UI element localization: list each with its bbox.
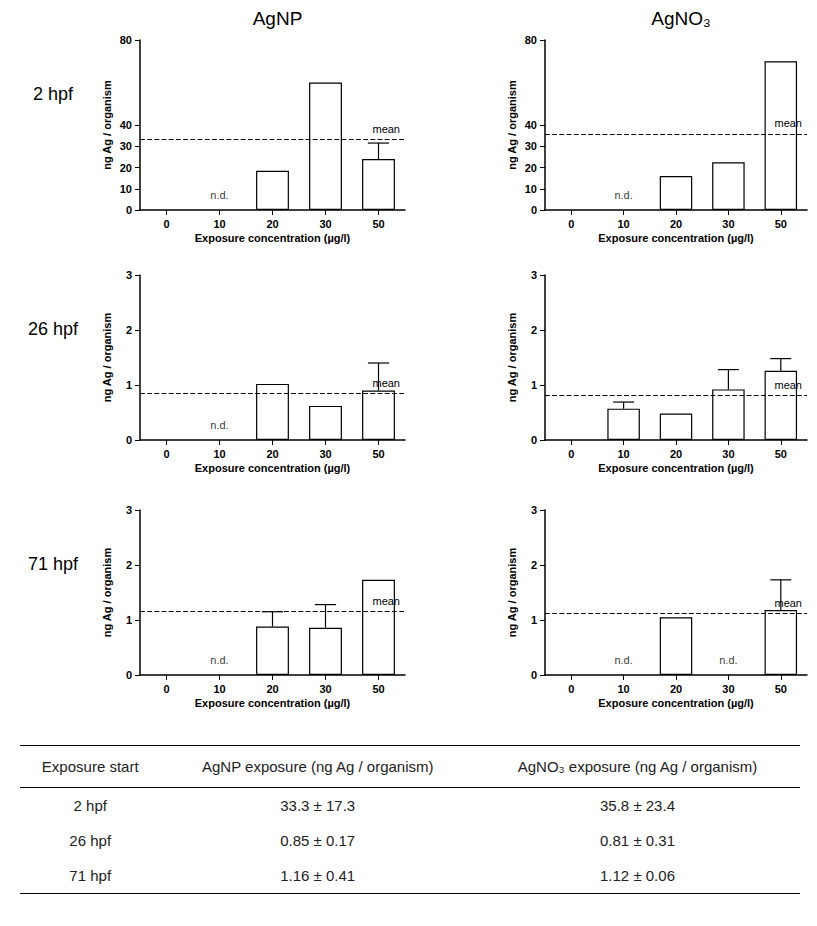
svg-text:Exposure concentration (µg/l): Exposure concentration (µg/l) — [598, 232, 754, 244]
svg-text:n.d.: n.d. — [614, 189, 632, 201]
html-text:1.16 ± 0.41: 1.16 ± 0.41 — [280, 867, 356, 884]
svg-text:30: 30 — [722, 448, 734, 460]
svg-text:10: 10 — [213, 218, 225, 230]
svg-text:mean: mean — [774, 117, 802, 129]
svg-text:30: 30 — [120, 140, 132, 152]
html-text:71 hpf: 71 hpf — [69, 867, 112, 884]
svg-text:ng Ag / organism: ng Ag / organism — [101, 548, 113, 638]
svg-text:mean: mean — [372, 123, 400, 135]
svg-text:Exposure concentration (µg/l): Exposure concentration (µg/l) — [195, 697, 351, 709]
svg-text:ng Ag / organism: ng Ag / organism — [506, 313, 518, 403]
svg-text:0: 0 — [568, 448, 574, 460]
svg-text:1: 1 — [531, 379, 537, 391]
svg-text:n.d.: n.d. — [719, 654, 737, 666]
svg-text:0: 0 — [126, 434, 132, 446]
svg-text:mean: mean — [372, 377, 400, 389]
svg-text:50: 50 — [372, 218, 384, 230]
svg-text:n.d.: n.d. — [614, 654, 632, 666]
svg-text:1: 1 — [126, 379, 132, 391]
svg-text:20: 20 — [266, 448, 278, 460]
svg-text:20: 20 — [266, 218, 278, 230]
html-text:2 hpf: 2 hpf — [73, 797, 107, 814]
svg-text:Exposure concentration (µg/l): Exposure concentration (µg/l) — [598, 462, 754, 474]
svg-text:ng Ag / organism: ng Ag / organism — [101, 313, 113, 403]
svg-text:10: 10 — [213, 683, 225, 695]
svg-text:50: 50 — [775, 218, 787, 230]
svg-text:n.d.: n.d. — [210, 654, 228, 666]
html-text:35.8 ± 23.4: 35.8 ± 23.4 — [600, 797, 675, 814]
svg-text:mean: mean — [372, 595, 400, 607]
svg-text:80: 80 — [525, 34, 537, 46]
svg-text:30: 30 — [722, 683, 734, 695]
svg-text:30: 30 — [319, 448, 331, 460]
svg-text:20: 20 — [670, 218, 682, 230]
svg-text:0: 0 — [163, 448, 169, 460]
svg-text:20: 20 — [525, 162, 537, 174]
html-text:AgNO₃ exposure (ng Ag / organi: AgNO₃ exposure (ng Ag / organism) — [517, 758, 758, 775]
svg-text:0: 0 — [126, 204, 132, 216]
svg-text:mean: mean — [774, 379, 802, 391]
svg-text:3: 3 — [126, 504, 132, 516]
svg-text:2: 2 — [531, 324, 537, 336]
svg-text:2: 2 — [126, 559, 132, 571]
svg-text:50: 50 — [372, 448, 384, 460]
svg-text:0: 0 — [568, 683, 574, 695]
svg-text:1: 1 — [126, 614, 132, 626]
svg-text:0: 0 — [163, 683, 169, 695]
svg-text:10: 10 — [120, 183, 132, 195]
svg-text:10: 10 — [213, 448, 225, 460]
html-text:0.81 ± 0.31: 0.81 ± 0.31 — [600, 832, 675, 849]
svg-text:26 hpf: 26 hpf — [28, 319, 79, 339]
svg-text:20: 20 — [266, 683, 278, 695]
svg-text:n.d.: n.d. — [210, 189, 228, 201]
html-text:33.3 ± 17.3: 33.3 ± 17.3 — [280, 797, 356, 814]
svg-text:ng Ag / organism: ng Ag / organism — [506, 548, 518, 638]
svg-text:30: 30 — [319, 683, 331, 695]
svg-text:n.d.: n.d. — [210, 419, 228, 431]
svg-text:10: 10 — [525, 183, 537, 195]
svg-text:50: 50 — [775, 448, 787, 460]
svg-text:0: 0 — [531, 669, 537, 681]
html-text:0.85 ± 0.17: 0.85 ± 0.17 — [280, 832, 356, 849]
svg-text:3: 3 — [531, 269, 537, 281]
html-text:1.12 ± 0.06: 1.12 ± 0.06 — [600, 867, 675, 884]
svg-text:40: 40 — [525, 119, 537, 131]
svg-text:0: 0 — [531, 434, 537, 446]
svg-text:10: 10 — [617, 683, 629, 695]
svg-text:AgNO₃: AgNO₃ — [651, 8, 710, 29]
html-text:26 hpf: 26 hpf — [69, 832, 112, 849]
svg-text:Exposure concentration (µg/l): Exposure concentration (µg/l) — [195, 232, 351, 244]
svg-text:2: 2 — [531, 559, 537, 571]
svg-text:10: 10 — [617, 218, 629, 230]
svg-text:30: 30 — [525, 140, 537, 152]
svg-text:2 hpf: 2 hpf — [33, 84, 74, 104]
svg-text:1: 1 — [531, 614, 537, 626]
svg-text:2: 2 — [126, 324, 132, 336]
svg-text:3: 3 — [531, 504, 537, 516]
svg-text:Exposure concentration (µg/l): Exposure concentration (µg/l) — [598, 697, 754, 709]
svg-text:0: 0 — [163, 218, 169, 230]
svg-text:20: 20 — [120, 162, 132, 174]
svg-text:50: 50 — [372, 683, 384, 695]
svg-text:0: 0 — [568, 218, 574, 230]
svg-text:ng Ag / organism: ng Ag / organism — [101, 80, 113, 170]
html-text:Exposure start: Exposure start — [41, 758, 139, 775]
svg-text:40: 40 — [120, 119, 132, 131]
svg-text:20: 20 — [670, 683, 682, 695]
svg-text:mean: mean — [774, 597, 802, 609]
svg-text:0: 0 — [531, 204, 537, 216]
svg-text:71 hpf: 71 hpf — [28, 554, 79, 574]
html-text:AgNP exposure (ng Ag / organis: AgNP exposure (ng Ag / organism) — [202, 758, 434, 775]
svg-text:80: 80 — [120, 34, 132, 46]
svg-text:3: 3 — [126, 269, 132, 281]
svg-text:30: 30 — [722, 218, 734, 230]
svg-text:10: 10 — [617, 448, 629, 460]
svg-text:AgNP: AgNP — [253, 8, 303, 29]
svg-text:ng Ag / organism: ng Ag / organism — [506, 80, 518, 170]
svg-text:50: 50 — [775, 683, 787, 695]
svg-text:0: 0 — [126, 669, 132, 681]
svg-text:30: 30 — [319, 218, 331, 230]
svg-text:20: 20 — [670, 448, 682, 460]
svg-text:Exposure concentration (µg/l): Exposure concentration (µg/l) — [195, 462, 351, 474]
